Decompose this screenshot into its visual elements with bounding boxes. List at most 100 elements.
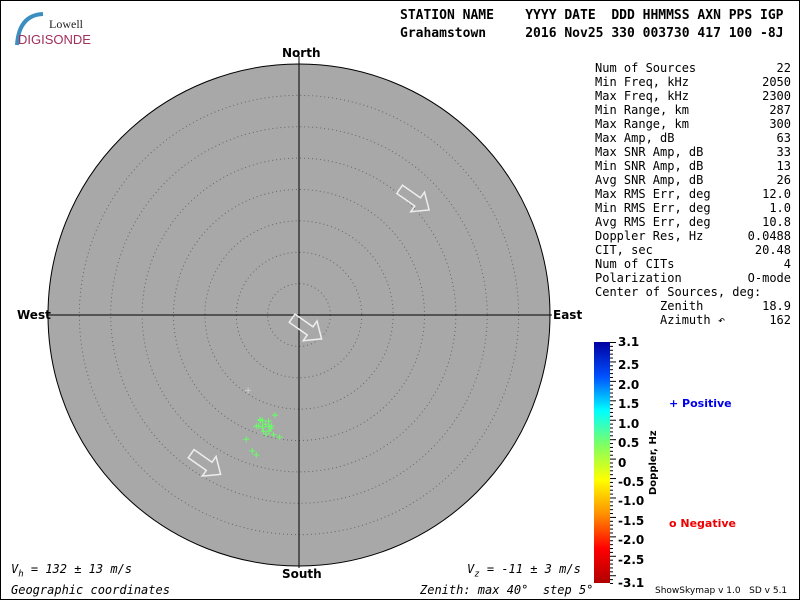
stat-label: Min Freq, kHz xyxy=(595,75,689,89)
doppler-colorbar xyxy=(594,342,610,583)
logo-lowell: Lowell xyxy=(49,17,83,31)
legend-negative: o Negative xyxy=(669,517,737,530)
logo-arc-icon xyxy=(15,12,44,46)
stat-row: Avg SNR Amp, dB 26 xyxy=(595,173,791,187)
stat-label: Max RMS Err, deg xyxy=(595,187,711,201)
stat-row: Num of CITs 4 xyxy=(595,257,791,271)
stat-label: Avg RMS Err, deg xyxy=(595,215,711,229)
stat-row: Max Freq, kHz 2300 xyxy=(595,89,791,103)
source-point xyxy=(270,431,277,438)
label-west: West xyxy=(17,308,51,322)
stat-row: Max SNR Amp, dB 33 xyxy=(595,145,791,159)
source-point xyxy=(253,451,260,458)
colorbar-tick-label: 1.5 xyxy=(618,397,640,412)
vertical-velocity: Vz = -11 ± 3 m/s xyxy=(467,562,581,580)
source-point xyxy=(276,434,283,441)
source-point xyxy=(262,421,269,428)
source-point xyxy=(259,424,266,431)
stat-value: 22 xyxy=(776,61,791,75)
stat-label: Min SNR Amp, dB xyxy=(595,159,704,173)
header-values: Grahamstown 2016 Nov25 330 003730 417 10… xyxy=(400,26,784,41)
colorbar-tick-label: 2.0 xyxy=(618,377,640,392)
stat-row: Azimuth ↶ 162 xyxy=(595,313,791,327)
label-south: South xyxy=(282,567,322,581)
stat-row: Min Range, km 287 xyxy=(595,103,791,117)
stat-value: 12.0 xyxy=(762,187,791,201)
stat-row: Doppler Res, Hz 0.0488 xyxy=(595,229,791,243)
colorbar-tick-label: -2.0 xyxy=(618,533,645,548)
stat-label: Num of CITs xyxy=(595,257,675,271)
colorbar-tick-label: 0 xyxy=(618,455,627,470)
stat-value: O-mode xyxy=(747,271,791,285)
colorbar-tick-label: 1.0 xyxy=(618,416,640,431)
source-point xyxy=(253,423,260,430)
legend-positive: + Positive xyxy=(669,397,732,410)
stat-label: Max Amp, dB xyxy=(595,131,675,145)
stat-value: 1.0 xyxy=(769,201,791,215)
source-point xyxy=(249,447,256,454)
source-point xyxy=(257,430,264,437)
stat-label: Center of Sources, deg: xyxy=(595,285,762,299)
stat-label: Max Freq, kHz xyxy=(595,89,689,103)
header-labels: STATION NAME YYYY DATE DDD HHMMSS AXN PP… xyxy=(400,8,784,23)
stat-label: Min RMS Err, deg xyxy=(595,201,711,215)
source-point xyxy=(245,387,252,394)
label-north: North xyxy=(282,46,321,60)
stat-row: Min SNR Amp, dB 13 xyxy=(595,159,791,173)
stat-value: 26 xyxy=(776,173,791,187)
colorbar-tick-label: -1.0 xyxy=(618,494,645,509)
source-point xyxy=(271,412,278,419)
source-point xyxy=(259,417,266,424)
velocity-arrow-icon xyxy=(288,313,323,342)
colorbar-tick-label: -3.1 xyxy=(618,576,645,590)
stat-label: Max Range, km xyxy=(595,117,689,131)
label-east: East xyxy=(553,308,583,322)
stat-row: CIT, sec 20.48 xyxy=(595,243,791,257)
horizontal-velocity: Vh = 132 ± 13 m/s xyxy=(11,562,133,580)
stat-value: 33 xyxy=(776,145,791,159)
stat-label: Avg SNR Amp, dB xyxy=(595,173,704,187)
stat-value: 287 xyxy=(769,103,791,117)
version-label: ShowSkymap v 1.0 SD v 5.1 xyxy=(655,586,788,596)
stat-value: 10.8 xyxy=(762,215,791,229)
stat-label: Doppler Res, Hz xyxy=(595,229,704,243)
stat-label: Min Range, km xyxy=(595,103,689,117)
stat-label: Polarization xyxy=(595,271,682,285)
stat-label: Max SNR Amp, dB xyxy=(595,145,704,159)
logo-digisonde: DIGISONDE xyxy=(18,32,91,47)
source-point xyxy=(262,431,269,438)
velocity-arrow-icon xyxy=(187,448,222,478)
colorbar-ticks xyxy=(610,342,616,584)
stat-row: Num of Sources 22 xyxy=(595,61,791,75)
stat-value: 20.48 xyxy=(754,243,791,257)
stat-row: Max Range, km 300 xyxy=(595,117,791,131)
stat-value: 2050 xyxy=(762,75,791,89)
stat-label: Num of Sources xyxy=(595,61,697,75)
colorbar-title: Doppler, Hz xyxy=(648,430,659,495)
stat-value: 13 xyxy=(776,159,791,173)
coordinates-label: Geographic coordinates xyxy=(11,583,170,597)
colorbar-tick-label: -1.5 xyxy=(618,513,645,528)
stat-row: Polarization O-mode xyxy=(595,271,791,285)
stat-row: Max RMS Err, deg 12.0 xyxy=(595,187,791,201)
stat-row: Max Amp, dB 63 xyxy=(595,131,791,145)
colorbar-tick-label: -0.5 xyxy=(618,474,645,489)
stat-row: Min RMS Err, deg 1.0 xyxy=(595,201,791,215)
stat-row: Min Freq, kHz 2050 xyxy=(595,75,791,89)
stats-panel: Num of Sources 22 Min Freq, kHz 2050 Max Fre… xyxy=(595,61,791,327)
stat-value: 300 xyxy=(769,117,791,131)
zenith-scale-label: Zenith: max 40° step 5° xyxy=(420,583,594,597)
stat-row: Avg RMS Err, deg 10.8 xyxy=(595,215,791,229)
colorbar-tick-label: 3.1 xyxy=(618,335,640,349)
stat-value: 162 xyxy=(769,313,791,327)
stat-row: Zenith 18.9 xyxy=(595,299,791,313)
source-point xyxy=(257,416,264,423)
source-point xyxy=(243,436,250,443)
colorbar-tick-label: 2.5 xyxy=(618,358,640,373)
stat-label: CIT, sec xyxy=(595,243,653,257)
stat-value: 0.0488 xyxy=(747,229,791,243)
stat-value: 2300 xyxy=(762,89,791,103)
colorbar-tick-label: 0.5 xyxy=(618,436,640,451)
stat-label: Azimuth ↶ xyxy=(595,313,726,327)
